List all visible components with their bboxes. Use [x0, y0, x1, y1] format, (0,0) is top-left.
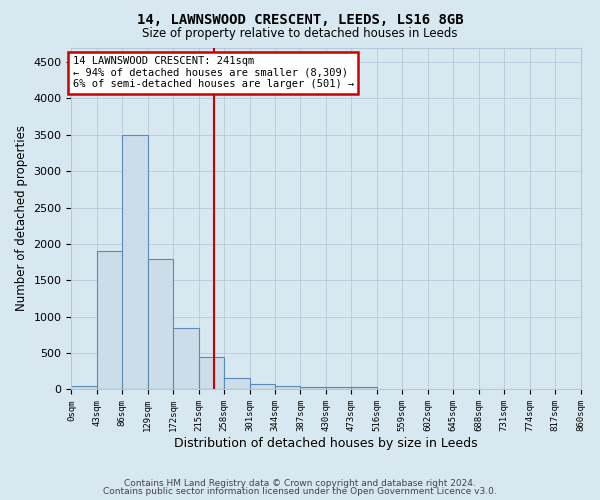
Bar [224, 378, 250, 390]
Bar [199, 356, 224, 390]
Text: Size of property relative to detached houses in Leeds: Size of property relative to detached ho… [142, 28, 458, 40]
Text: 14, LAWNSWOOD CRESCENT, LEEDS, LS16 8GB: 14, LAWNSWOOD CRESCENT, LEEDS, LS16 8GB [137, 12, 463, 26]
Text: Contains public sector information licensed under the Open Government Licence v3: Contains public sector information licen… [103, 487, 497, 496]
Bar [71, 386, 97, 390]
Bar [173, 328, 199, 390]
Bar [326, 387, 352, 390]
Bar [352, 387, 377, 390]
Bar [97, 251, 122, 390]
Text: 14 LAWNSWOOD CRESCENT: 241sqm
← 94% of detached houses are smaller (8,309)
6% of: 14 LAWNSWOOD CRESCENT: 241sqm ← 94% of d… [73, 56, 354, 90]
Y-axis label: Number of detached properties: Number of detached properties [15, 126, 28, 312]
Bar [250, 384, 275, 390]
Bar [275, 386, 301, 390]
Bar [301, 387, 326, 390]
Bar [148, 258, 173, 390]
X-axis label: Distribution of detached houses by size in Leeds: Distribution of detached houses by size … [174, 437, 478, 450]
Bar [122, 135, 148, 390]
Text: Contains HM Land Registry data © Crown copyright and database right 2024.: Contains HM Land Registry data © Crown c… [124, 478, 476, 488]
